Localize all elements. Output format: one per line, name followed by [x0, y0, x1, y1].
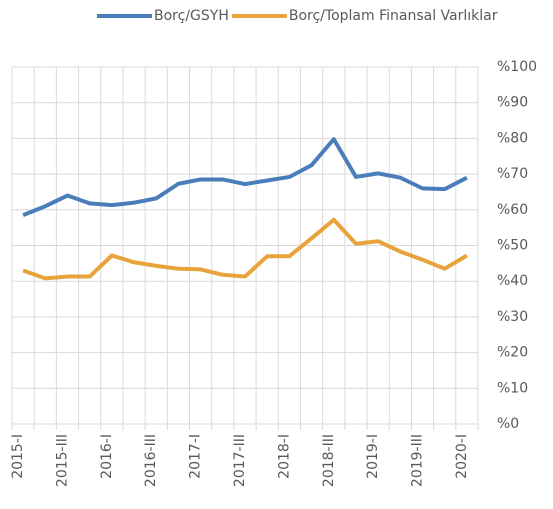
x-tick-label: 2015-III	[54, 434, 70, 487]
y-tick-label: %80	[497, 130, 528, 146]
y-tick-label: %30	[497, 309, 528, 325]
x-tick-label: 2018-I	[276, 434, 292, 479]
x-tick-label: 2018-III	[321, 434, 337, 487]
legend-label: Borç/GSYH	[154, 8, 229, 24]
legend-label: Borç/Toplam Finansal Varlıklar	[289, 8, 498, 24]
x-tick-label: 2019-I	[365, 434, 381, 479]
x-tick-label: 2015-I	[10, 434, 26, 479]
y-tick-label: %40	[497, 273, 528, 289]
x-tick-label: 2016-I	[99, 434, 115, 479]
x-tick-label: 2017-I	[188, 434, 204, 479]
y-tick-label: %100	[497, 59, 537, 75]
y-tick-label: %90	[497, 95, 528, 111]
y-tick-label: %20	[497, 345, 528, 361]
y-tick-label: %50	[497, 238, 528, 254]
x-tick-label: 2020-I	[454, 434, 470, 479]
y-tick-label: %60	[497, 202, 528, 218]
y-tick-label: %10	[497, 380, 528, 396]
x-tick-label: 2016-III	[143, 434, 159, 487]
series-line	[22, 217, 468, 281]
y-tick-label: %0	[497, 416, 519, 432]
x-tick-label: 2019-III	[410, 434, 426, 487]
y-tick-label: %70	[497, 166, 528, 182]
series-line	[22, 137, 468, 218]
x-tick-label: 2017-III	[232, 434, 248, 487]
